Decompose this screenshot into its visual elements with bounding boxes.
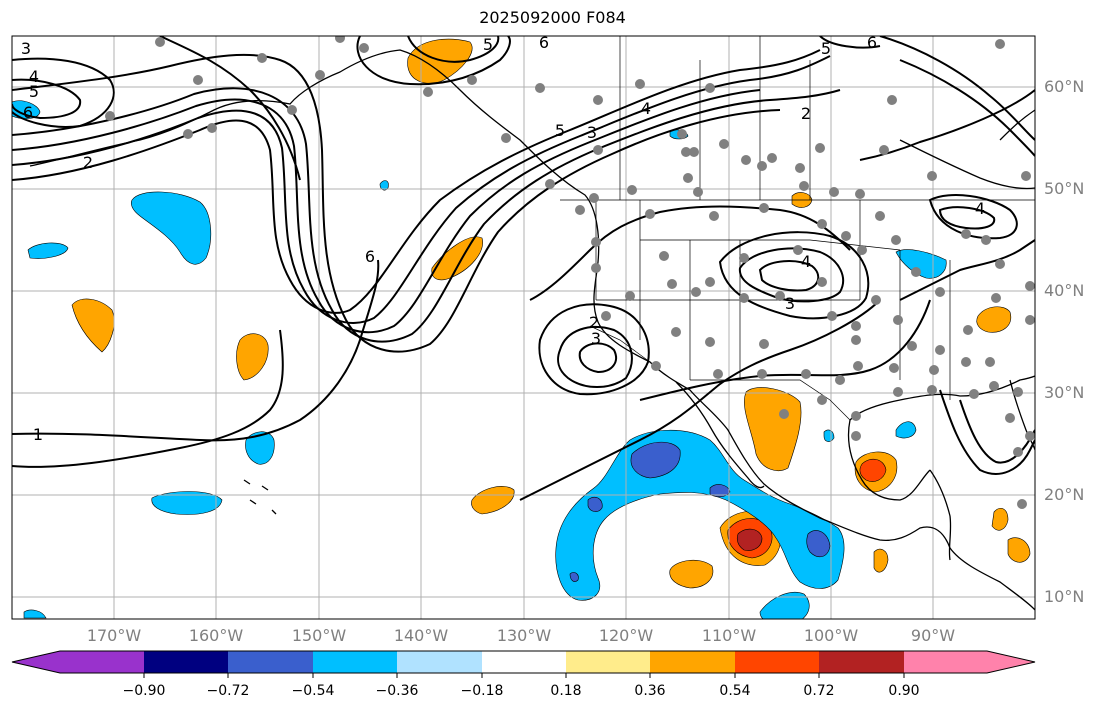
- contour-label: 5: [821, 39, 831, 58]
- contour-label: 4: [29, 67, 39, 86]
- colorbar-segment: [566, 651, 650, 673]
- colorbar-segment: [313, 651, 397, 673]
- contour-label: 3: [591, 329, 601, 348]
- colorbar-extend-max: [987, 651, 1035, 673]
- lat-label-30n: 30°N: [1044, 383, 1085, 402]
- lat-label-10n: 10°N: [1044, 587, 1085, 606]
- anomaly-patch-orange: [236, 333, 269, 381]
- anomaly-patch-orange: [873, 548, 889, 573]
- contour-label: 6: [539, 33, 549, 52]
- anomaly-patch-blue: [555, 429, 845, 601]
- anomaly-patch-orange: [471, 486, 515, 515]
- anomaly-patch-blue: [759, 592, 810, 619]
- contour-label: 6: [365, 247, 375, 266]
- state-borders: [560, 36, 1035, 421]
- contour-label: 4: [641, 99, 651, 118]
- lat-label-50n: 50°N: [1044, 179, 1085, 198]
- colorbar-segment: [904, 651, 987, 673]
- lon-label-100w: 100°W: [803, 626, 859, 645]
- anomaly-patch-blue: [823, 429, 835, 442]
- coastlines: [29, 49, 1035, 611]
- colorbar-segment: [482, 651, 566, 673]
- colorbar-segment: [735, 651, 819, 673]
- contour-lines: [12, 36, 1035, 501]
- colorbar-segment: [819, 651, 904, 673]
- colorbar-extend-min: [12, 651, 60, 673]
- anomaly-patch-darkblue: [806, 530, 831, 558]
- anomaly-patch-orange: [991, 507, 1009, 531]
- contour-label: 3: [785, 294, 795, 313]
- lon-label-170w: 170°W: [86, 626, 142, 645]
- anomaly-patch-darkblue: [630, 441, 681, 479]
- colorbar-label: 0.18: [550, 683, 582, 699]
- colorbar-segment: [650, 651, 735, 673]
- anomaly-patch-blue: [895, 249, 947, 279]
- colorbar-label: 0.72: [803, 683, 835, 699]
- graticule: [12, 36, 1035, 619]
- colorbar-label: −0.72: [206, 683, 250, 699]
- anomaly-patch-blue: [27, 242, 69, 259]
- colorbar-label: −0.90: [122, 683, 166, 699]
- anomaly-patch-blue: [151, 491, 223, 515]
- lon-label-130w: 130°W: [496, 626, 552, 645]
- anomaly-patch-red: [859, 458, 887, 482]
- colorbar-label: −0.54: [291, 683, 335, 699]
- colorbar-label: 0.36: [634, 683, 666, 699]
- anomaly-patch-orange: [1007, 537, 1031, 563]
- contour-label: 3: [21, 39, 31, 58]
- lon-label-150w: 150°W: [291, 626, 347, 645]
- contour-label: 4: [975, 199, 985, 218]
- anomaly-patch-orange: [976, 306, 1012, 333]
- anomaly-patch-blue: [23, 609, 47, 619]
- colorbar-segment: [397, 651, 482, 673]
- lon-label-120w: 120°W: [598, 626, 654, 645]
- colorbar-label: 0.90: [888, 683, 920, 699]
- anomaly-patch-orange: [669, 559, 714, 589]
- anomaly-patch-blue: [130, 191, 212, 265]
- anomaly-patch-darkblue: [587, 496, 603, 512]
- contour-labels: 3 4 5 6 2 6 5 6 5 6 4 5 3 2 4 4 3 2 3 1: [21, 33, 985, 444]
- anomaly-patch-blue: [12, 100, 41, 119]
- lat-label-60n: 60°N: [1044, 77, 1085, 96]
- contour-label: 1: [33, 425, 43, 444]
- anomaly-patch-red: [736, 528, 763, 551]
- contour-label: 6: [23, 103, 33, 122]
- colorbar-label: −0.18: [460, 683, 504, 699]
- contour-label: 6: [867, 33, 877, 52]
- station-markers: [105, 36, 1035, 509]
- colorbar-label: 0.54: [719, 683, 751, 699]
- lat-label-20n: 20°N: [1044, 485, 1085, 504]
- contour-label: 5: [29, 82, 39, 101]
- anomaly-patch-blue: [379, 180, 389, 191]
- contour-label: 5: [483, 35, 493, 54]
- colorbar-segment: [228, 651, 313, 673]
- lon-label-140w: 140°W: [393, 626, 449, 645]
- lon-label-90w: 90°W: [910, 626, 956, 645]
- anomaly-patch-orange: [431, 236, 483, 281]
- anomaly-patch-darkblue: [569, 572, 579, 582]
- contour-label: 2: [589, 313, 599, 332]
- contour-label: 2: [83, 153, 93, 172]
- anomaly-patch-darkblue: [709, 484, 731, 498]
- lon-label-160w: 160°W: [188, 626, 244, 645]
- colorbar-label: −0.36: [375, 683, 419, 699]
- contour-label: 2: [801, 104, 811, 123]
- anomaly-patch-blue: [245, 431, 275, 465]
- anomaly-patch-blue: [895, 421, 917, 439]
- lat-label-40n: 40°N: [1044, 281, 1085, 300]
- anomaly-patch-orange: [71, 298, 115, 353]
- anomaly-fill-layer: [12, 38, 1031, 619]
- lon-label-110w: 110°W: [701, 626, 757, 645]
- contour-label: 3: [587, 123, 597, 142]
- map-title: 2025092000 F084: [479, 8, 626, 27]
- contour-label: 5: [555, 121, 565, 140]
- colorbar-segment: [144, 651, 228, 673]
- map-frame: [11, 35, 1036, 620]
- colorbar: [11, 650, 1036, 678]
- anomaly-patch-orange: [744, 387, 802, 471]
- colorbar-segment: [60, 651, 144, 673]
- contour-label: 4: [801, 252, 811, 271]
